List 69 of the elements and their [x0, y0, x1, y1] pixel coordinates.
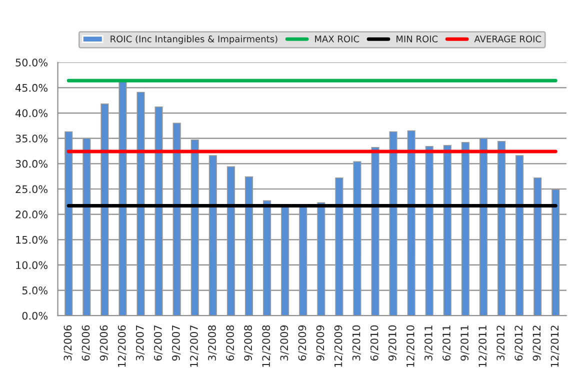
bar — [497, 140, 506, 316]
bar — [263, 200, 272, 316]
x-tick-label: 3/2009 — [280, 325, 289, 361]
y-tick-label: 10.0% — [16, 261, 48, 270]
x-tick-label: 6/2006 — [82, 325, 90, 361]
bar — [425, 146, 434, 316]
y-tick-label: 50.0% — [16, 58, 48, 66]
x-tick-label: 9/2007 — [172, 326, 181, 361]
x-tick-label: 3/2008 — [208, 325, 217, 361]
x-tick-label: 9/2011 — [460, 326, 470, 361]
bar — [353, 161, 362, 316]
x-tick-label: 3/2012 — [496, 326, 506, 361]
bar — [407, 130, 416, 316]
x-tick-label: 12/2010 — [406, 325, 416, 367]
bar — [317, 202, 326, 316]
bar — [552, 189, 560, 316]
bar — [461, 142, 470, 316]
x-tick-label: 9/2010 — [388, 325, 398, 361]
bar — [190, 139, 199, 316]
x-tick-label: 6/2011 — [442, 326, 452, 361]
bar — [172, 122, 181, 316]
bar — [226, 166, 235, 316]
x-tick-label: 12/2007 — [190, 326, 199, 367]
bar — [371, 147, 380, 316]
x-tick-label: 9/2006 — [100, 325, 109, 361]
x-tick-label: 9/2008 — [244, 325, 253, 361]
y-tick-label: 40.0% — [15, 109, 48, 118]
bar — [136, 92, 145, 316]
x-tick-label: 6/2008 — [226, 325, 235, 361]
y-tick-label: 30.0% — [16, 160, 48, 168]
x-tick-label: 12/2006 — [118, 325, 127, 367]
x-tick-label: 9/2009 — [316, 325, 325, 361]
x-tick-label: 6/2010 — [370, 325, 380, 361]
bar — [82, 138, 91, 316]
bar — [534, 177, 542, 316]
x-tick-label: 6/2007 — [154, 326, 163, 361]
x-tick-label: 9/2012 — [532, 326, 542, 361]
x-tick-label: 12/2009 — [334, 325, 344, 367]
y-tick-label: 35.0% — [16, 134, 48, 142]
bar — [443, 145, 452, 316]
bar — [64, 131, 73, 316]
x-tick-label: 3/2006 — [64, 325, 72, 361]
x-tick-label: 3/2011 — [424, 326, 434, 361]
bar — [479, 138, 488, 316]
x-tick-label: 6/2012 — [514, 326, 524, 361]
x-tick-label: 3/2010 — [352, 325, 362, 361]
x-tick-label: 12/2011 — [478, 326, 488, 367]
legend-label: MAX ROIC — [315, 36, 360, 42]
bar — [516, 155, 524, 316]
y-tick-label: 20.0% — [16, 210, 48, 218]
x-tick-label: 6/2009 — [298, 325, 307, 361]
y-tick-label: 0.0% — [22, 312, 48, 320]
legend-label: ROIC (Inc Intangibles & Impairments) — [110, 35, 278, 44]
legend-label: MIN ROIC — [396, 36, 438, 42]
bar — [335, 177, 344, 316]
y-tick-label: 15.0% — [16, 236, 48, 244]
bar — [118, 80, 127, 316]
y-tick-label: 25.0% — [16, 185, 48, 194]
bar — [154, 106, 163, 316]
legend-label: AVERAGE ROIC — [474, 36, 542, 42]
y-tick-label: 5.0% — [22, 286, 48, 294]
bar — [244, 176, 254, 316]
bar — [389, 131, 398, 316]
bar — [208, 155, 217, 316]
y-tick-label: 45.0% — [15, 84, 48, 92]
x-tick-label: 12/2008 — [262, 325, 271, 367]
x-tick-label: 12/2012 — [550, 326, 560, 367]
x-tick-label: 3/2007 — [136, 326, 145, 361]
bar — [100, 103, 109, 316]
